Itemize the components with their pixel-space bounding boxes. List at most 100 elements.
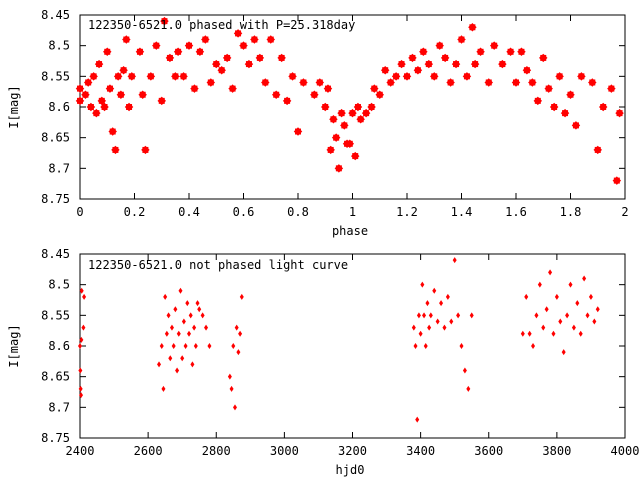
data-point — [183, 343, 188, 349]
data-point — [94, 59, 104, 69]
data-point — [595, 306, 600, 313]
data-point — [81, 324, 86, 331]
data-point — [442, 324, 447, 331]
data-point — [418, 330, 423, 337]
data-point — [425, 300, 430, 307]
data-point — [575, 300, 580, 307]
phased-y-tick-label: 8.5 — [48, 39, 70, 53]
phased-plot-title: 122350-6521.0 phased with P=25.318day — [88, 18, 355, 32]
data-point — [231, 343, 236, 349]
data-point — [187, 330, 191, 337]
data-point — [592, 318, 597, 325]
data-point — [350, 151, 360, 161]
data-point — [498, 59, 507, 69]
unphased-y-tick-label: 8.75 — [41, 431, 70, 445]
data-point — [81, 90, 90, 99]
data-point — [558, 318, 563, 325]
phased-y-tick-label: 8.65 — [41, 131, 70, 145]
data-point — [127, 72, 137, 81]
data-point — [432, 287, 437, 294]
data-point — [176, 330, 181, 337]
data-point — [565, 312, 570, 319]
data-point — [348, 108, 357, 118]
data-point — [397, 59, 406, 69]
data-point — [402, 72, 412, 81]
data-point — [416, 312, 421, 319]
data-point — [353, 102, 363, 112]
data-point — [173, 306, 178, 313]
data-point — [173, 47, 183, 57]
phased-plot-points — [75, 16, 624, 185]
data-point — [537, 281, 542, 288]
data-point — [534, 312, 539, 319]
data-point — [445, 293, 450, 300]
data-point — [415, 416, 420, 423]
data-point — [82, 293, 87, 300]
data-point — [310, 90, 319, 99]
data-point — [468, 23, 477, 32]
data-point — [282, 96, 292, 106]
data-point — [83, 78, 93, 87]
data-point — [326, 145, 335, 155]
data-point — [578, 330, 583, 337]
data-point — [190, 361, 195, 368]
phased-y-tick-label: 8.45 — [41, 8, 70, 22]
data-point — [440, 53, 450, 63]
unphased-plot-xlabel: hjd0 — [336, 463, 365, 477]
data-point — [75, 96, 85, 106]
data-point — [544, 84, 553, 93]
phased-plot-ylabel: I[mag] — [7, 85, 21, 128]
data-point — [234, 324, 239, 331]
data-point — [411, 324, 416, 331]
data-point — [419, 47, 428, 57]
unphased-y-tick-label: 8.55 — [41, 308, 70, 322]
data-point — [217, 65, 226, 75]
data-point — [200, 312, 205, 319]
data-point — [108, 127, 117, 136]
unphased-y-tick-label: 8.65 — [41, 370, 70, 384]
data-point — [435, 318, 440, 325]
data-point — [408, 53, 417, 63]
data-point — [462, 72, 472, 81]
phased-y-tick-label: 8.75 — [41, 192, 70, 206]
unphased-x-tick-label: 3000 — [270, 444, 299, 458]
data-point — [261, 78, 270, 87]
data-point — [356, 115, 365, 124]
data-point — [179, 72, 188, 81]
data-point — [78, 385, 83, 392]
data-point — [323, 84, 333, 93]
data-point — [462, 367, 467, 374]
data-point — [79, 336, 84, 343]
data-point — [86, 102, 96, 112]
data-point — [568, 281, 573, 288]
data-point — [288, 72, 297, 81]
data-point — [533, 96, 543, 106]
data-point — [250, 35, 259, 44]
data-point — [105, 84, 115, 93]
data-point — [159, 343, 164, 349]
data-point — [229, 385, 234, 392]
data-point — [163, 293, 168, 300]
phased-plot-xlabel: phase — [332, 224, 368, 238]
data-point — [277, 53, 286, 63]
data-point — [370, 84, 379, 93]
data-point — [607, 84, 616, 93]
data-point — [612, 176, 622, 185]
data-point — [457, 35, 466, 44]
phased-x-tick-label: 1 — [349, 205, 356, 219]
data-point — [541, 324, 546, 331]
data-point — [585, 312, 590, 319]
data-point — [588, 78, 597, 87]
data-point — [615, 108, 624, 118]
data-point — [470, 59, 480, 69]
data-point — [233, 29, 243, 38]
data-point — [571, 121, 581, 130]
data-point — [422, 312, 427, 319]
data-point — [266, 35, 275, 44]
data-point — [531, 343, 536, 349]
data-point — [367, 102, 376, 112]
data-point — [190, 84, 199, 93]
data-point — [161, 385, 166, 392]
data-point — [544, 306, 549, 313]
unphased-plot-points — [78, 257, 600, 423]
